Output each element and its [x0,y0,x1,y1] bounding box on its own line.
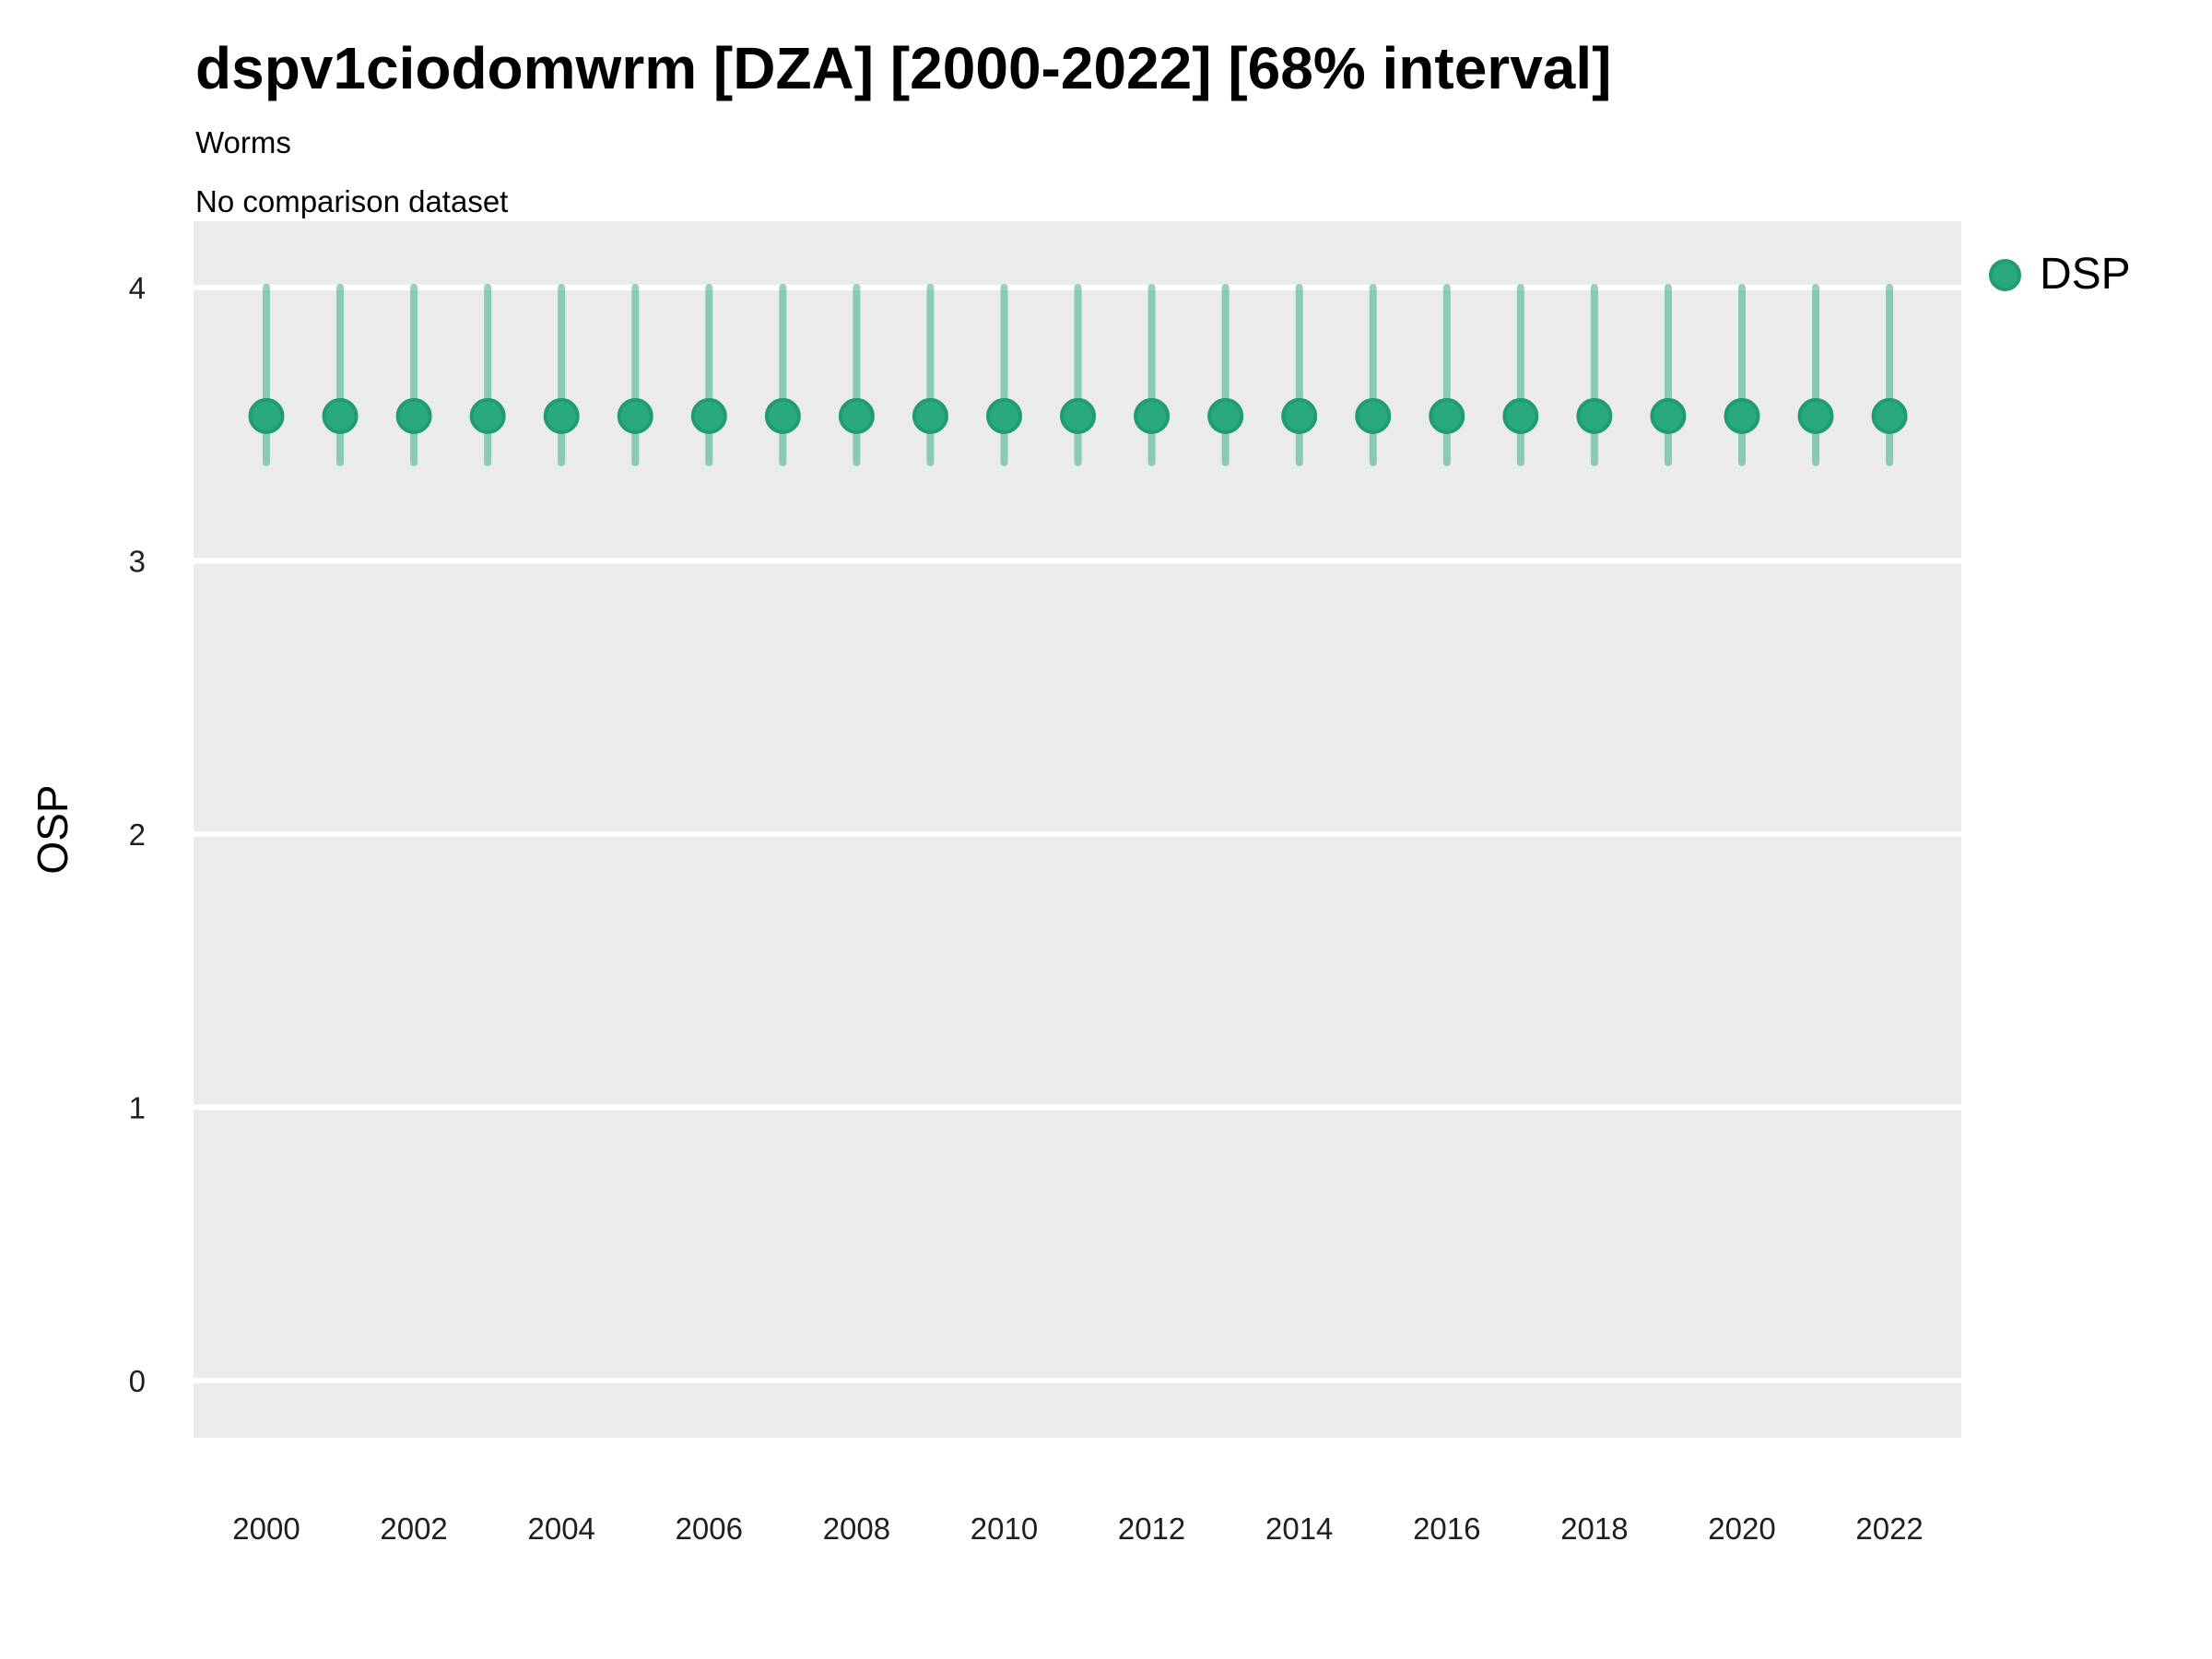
data-point-2005 [617,397,653,434]
x-tick-label: 2018 [1560,1512,1628,1546]
data-point-2021 [1797,397,1834,434]
y-tick-label: 4 [129,271,146,305]
legend-label: DSP [2040,250,2131,299]
data-point-2012 [1134,397,1171,434]
data-point-2001 [322,397,359,434]
data-point-2004 [543,397,580,434]
data-point-2011 [1060,397,1097,434]
data-point-2009 [912,397,948,434]
x-tick-label: 2020 [1708,1512,1775,1546]
comparison-note: No comparison dataset [195,184,509,218]
x-tick-label: 2000 [232,1512,300,1546]
data-point-2020 [1724,397,1760,434]
y-tick-label: 2 [129,818,146,852]
x-tick-label: 2022 [1855,1512,1923,1546]
x-tick-label: 2002 [380,1512,447,1546]
legend: DSP [1989,253,2131,297]
data-point-2002 [395,397,432,434]
data-point-2022 [1871,397,1908,434]
data-point-2017 [1502,397,1539,434]
x-tick-label: 2006 [676,1512,743,1546]
chart-subtitle: Worms [195,125,291,159]
x-tick-label: 2004 [527,1512,594,1546]
x-tick-label: 2014 [1265,1512,1333,1546]
y-tick-label: 3 [129,545,146,579]
legend-point-icon [1989,258,2021,291]
x-tick-label: 2012 [1118,1512,1185,1546]
x-tick-label: 2008 [823,1512,890,1546]
data-point-2003 [469,397,506,434]
chart-title: dspv1ciodomwrm [DZA] [2000-2022] [68% in… [195,35,1612,101]
data-point-2013 [1207,397,1244,434]
data-point-2006 [690,397,727,434]
data-point-2007 [764,397,801,434]
data-point-2008 [838,397,875,434]
data-point-2016 [1429,397,1465,434]
data-point-2018 [1576,397,1613,434]
y-tick-label: 1 [129,1091,146,1125]
data-point-2015 [1355,397,1392,434]
data-point-2000 [248,397,285,434]
data-point-2019 [1650,397,1687,434]
x-tick-label: 2016 [1413,1512,1480,1546]
data-point-2010 [986,397,1022,434]
data-point-2014 [1281,397,1318,434]
x-tick-label: 2010 [971,1512,1038,1546]
y-tick-label: 0 [129,1364,146,1398]
